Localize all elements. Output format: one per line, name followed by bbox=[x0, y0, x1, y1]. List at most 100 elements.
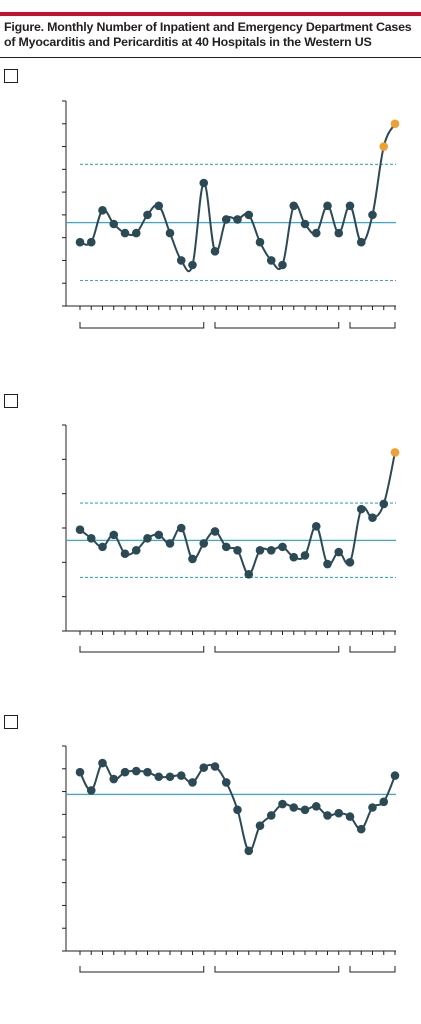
data-point bbox=[75, 525, 85, 535]
data-point bbox=[188, 554, 197, 564]
panel-letter-box bbox=[4, 69, 18, 83]
data-point bbox=[165, 539, 175, 548]
data-point bbox=[221, 542, 231, 552]
data-point bbox=[143, 534, 152, 543]
data-point bbox=[266, 811, 276, 820]
data-point bbox=[233, 215, 242, 224]
data-point bbox=[165, 228, 175, 238]
data-point bbox=[356, 237, 366, 247]
data-point bbox=[368, 210, 377, 220]
data-point bbox=[86, 534, 96, 543]
data-point bbox=[311, 802, 321, 811]
data-point bbox=[143, 210, 152, 220]
data-point bbox=[289, 552, 299, 562]
data-point bbox=[109, 530, 119, 540]
data-point bbox=[278, 799, 287, 809]
data-point bbox=[356, 824, 366, 834]
panel-letter-box bbox=[4, 715, 18, 729]
year-bracket bbox=[349, 966, 396, 973]
data-point bbox=[210, 527, 220, 536]
data-point bbox=[176, 771, 186, 780]
data-point bbox=[154, 530, 164, 540]
data-point bbox=[323, 811, 332, 820]
data-point bbox=[255, 546, 265, 555]
year-bracket bbox=[79, 966, 205, 973]
panel-b bbox=[4, 394, 400, 653]
data-point bbox=[120, 228, 130, 238]
data-point bbox=[289, 803, 299, 812]
data-point bbox=[233, 805, 242, 815]
data-point bbox=[143, 767, 152, 777]
data-point bbox=[255, 821, 265, 831]
data-point bbox=[131, 546, 141, 555]
data-point bbox=[345, 201, 355, 211]
year-bracket bbox=[349, 646, 396, 653]
data-point bbox=[323, 201, 332, 211]
data-point bbox=[244, 210, 254, 220]
data-point bbox=[289, 201, 299, 211]
data-point bbox=[86, 237, 96, 247]
data-point bbox=[86, 786, 96, 795]
data-point bbox=[278, 260, 287, 270]
data-point bbox=[323, 559, 332, 569]
data-point bbox=[176, 256, 186, 265]
data-point bbox=[154, 201, 164, 211]
data-point bbox=[165, 772, 175, 782]
year-bracket bbox=[214, 322, 340, 329]
data-point bbox=[345, 812, 355, 821]
data-point bbox=[345, 558, 355, 567]
data-point bbox=[255, 237, 265, 247]
year-bracket bbox=[214, 646, 340, 653]
data-point bbox=[390, 771, 400, 780]
data-point bbox=[176, 523, 186, 533]
data-point bbox=[210, 247, 220, 256]
panel-a bbox=[4, 69, 400, 329]
data-point bbox=[98, 206, 107, 215]
data-point bbox=[244, 570, 254, 579]
data-point bbox=[75, 237, 85, 247]
data-point bbox=[109, 774, 119, 784]
data-point-highlighted bbox=[379, 142, 389, 151]
data-point-highlighted bbox=[390, 119, 400, 129]
data-point bbox=[221, 778, 231, 787]
data-point bbox=[188, 778, 197, 787]
data-point bbox=[334, 808, 344, 818]
data-point bbox=[356, 504, 366, 514]
data-point bbox=[244, 846, 254, 856]
data-point bbox=[300, 219, 310, 229]
data-point bbox=[199, 178, 209, 188]
data-point bbox=[210, 762, 220, 771]
data-point bbox=[233, 546, 242, 555]
data-point bbox=[120, 549, 130, 559]
data-point bbox=[199, 539, 209, 548]
year-bracket bbox=[79, 646, 205, 653]
data-point bbox=[98, 542, 107, 552]
data-point bbox=[221, 215, 231, 224]
year-bracket bbox=[79, 322, 205, 329]
data-point bbox=[199, 763, 209, 772]
figure-title: Figure. Monthly Number of Inpatient and … bbox=[4, 20, 412, 49]
data-point bbox=[266, 546, 276, 555]
data-point bbox=[334, 547, 344, 557]
data-point bbox=[75, 767, 85, 777]
data-point bbox=[379, 797, 389, 807]
title-divider bbox=[0, 57, 421, 58]
panel-c bbox=[4, 715, 400, 973]
data-point-highlighted bbox=[390, 448, 400, 457]
data-point bbox=[131, 766, 141, 776]
title-accent-bar bbox=[0, 12, 421, 16]
panel-letter-box bbox=[4, 394, 18, 408]
year-bracket bbox=[349, 322, 396, 329]
data-point bbox=[300, 551, 310, 560]
data-point bbox=[120, 767, 130, 777]
data-point bbox=[300, 805, 310, 815]
data-point bbox=[379, 499, 389, 509]
series-line bbox=[79, 123, 396, 273]
data-point bbox=[311, 228, 321, 238]
year-bracket bbox=[214, 966, 340, 973]
data-point bbox=[98, 758, 107, 768]
data-point bbox=[368, 803, 377, 812]
data-point bbox=[278, 542, 287, 552]
data-point bbox=[311, 521, 321, 531]
